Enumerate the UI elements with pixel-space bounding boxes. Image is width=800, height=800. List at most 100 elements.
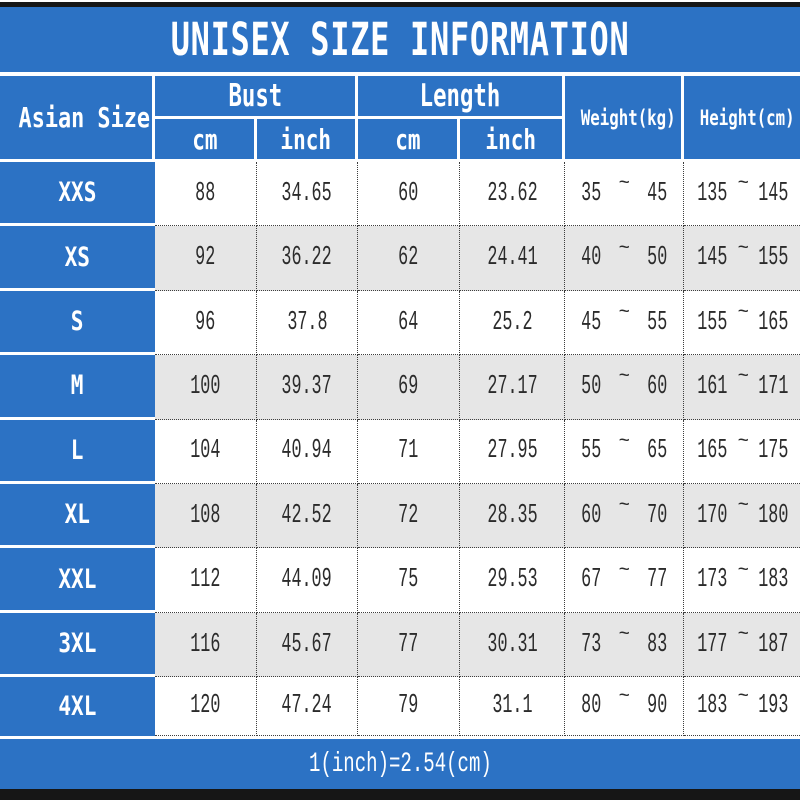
size-label-cell: M <box>0 355 155 420</box>
tilde-separator: ~ <box>737 685 749 709</box>
length-cm-cell: 72 <box>358 484 460 549</box>
length-cm-cell: 60 <box>358 162 460 227</box>
tilde-separator: ~ <box>737 495 749 519</box>
table-row-xxs: XXS 88 34.65 60 23.62 35 ~45 135 ~145 <box>0 162 800 227</box>
height-range-cell: 170 ~180 <box>684 484 800 549</box>
tilde-separator: ~ <box>618 430 630 454</box>
weight-header: Weight(kg) <box>565 76 685 162</box>
size-label-cell: XS <box>0 226 155 291</box>
height-range-cell: 165 ~175 <box>684 419 800 485</box>
size-table: Asian Size Bust Length Weight(kg) Height… <box>0 76 800 736</box>
bust-inch-cell: 47.24 <box>257 677 358 736</box>
bust-cm-cell: 92 <box>155 226 257 291</box>
height-range-cell: 183 ~193 <box>684 677 800 736</box>
weight-range-cell: 50 ~60 <box>565 355 685 420</box>
bust-inch-cell: 44.09 <box>257 548 358 613</box>
table-row-m: M 100 39.37 69 27.17 50 ~60 161 ~171 <box>0 355 800 420</box>
height-range-cell: 161 ~171 <box>684 355 800 420</box>
size-table-wrap: Asian Size Bust Length Weight(kg) Height… <box>0 76 800 736</box>
tilde-separator: ~ <box>618 366 630 390</box>
size-label-cell: 3XL <box>0 613 155 678</box>
bust-inch-cell: 34.65 <box>257 162 358 227</box>
bust-cm-cell: 108 <box>155 484 257 549</box>
weight-range-cell: 80 ~90 <box>565 677 685 736</box>
table-row-s: S 96 37.8 64 25.2 45 ~55 155 ~165 <box>0 290 800 356</box>
tilde-separator: ~ <box>618 173 630 197</box>
bust-cm-cell: 120 <box>155 677 257 736</box>
bust-cm-cell: 104 <box>155 419 257 485</box>
height-range-cell: 155 ~165 <box>684 290 800 356</box>
top-white-line <box>0 0 800 2</box>
length-inch-cell: 27.17 <box>460 355 566 420</box>
tilde-separator: ~ <box>618 559 630 583</box>
title-band: UNISEX SIZE INFORMATION <box>0 7 800 76</box>
bust-cm-cell: 88 <box>155 162 257 227</box>
tilde-separator: ~ <box>737 237 749 261</box>
conversion-note: 1(inch)=2.54(cm) <box>308 748 492 780</box>
page-title: UNISEX SIZE INFORMATION <box>170 13 630 66</box>
length-cm-cell: 77 <box>358 612 460 678</box>
bust-inch-cell: 42.52 <box>257 484 358 549</box>
height-range-cell: 145 ~155 <box>684 226 800 291</box>
bust-cm-header: cm <box>155 119 257 162</box>
table-row-l: L 104 40.94 71 27.95 55 ~65 165 ~175 <box>0 419 800 485</box>
bottom-black-bar <box>0 789 800 800</box>
conversion-note-band: 1(inch)=2.54(cm) <box>0 736 800 789</box>
size-label-cell: XXL <box>0 548 155 613</box>
size-label-cell: L <box>0 420 155 485</box>
length-inch-cell: 30.31 <box>460 612 566 678</box>
weight-range-cell: 60 ~70 <box>565 484 685 549</box>
top-black-bar <box>0 2 800 7</box>
weight-range-cell: 67 ~77 <box>565 548 685 613</box>
length-inch-cell: 25.2 <box>460 290 566 356</box>
table-row-3xl: 3XL 116 45.67 77 30.31 73 ~83 177 ~187 <box>0 612 800 678</box>
length-cm-cell: 62 <box>358 226 460 291</box>
size-label-cell: XL <box>0 484 155 549</box>
tilde-separator: ~ <box>737 559 749 583</box>
height-range-cell: 177 ~187 <box>684 612 800 678</box>
tilde-separator: ~ <box>618 624 630 648</box>
height-range-cell: 135 ~145 <box>684 162 800 227</box>
length-inch-cell: 27.95 <box>460 419 566 485</box>
corner-header-label: Asian Size <box>18 101 151 134</box>
table-row-xl: XL 108 42.52 72 28.35 60 ~70 170 ~180 <box>0 484 800 549</box>
length-inch-cell: 29.53 <box>460 548 566 613</box>
bust-cm-cell: 112 <box>155 548 257 613</box>
bust-inch-cell: 45.67 <box>257 612 358 678</box>
tilde-separator: ~ <box>618 685 630 709</box>
size-label-cell: S <box>0 291 155 356</box>
corner-header-asian-size: Asian Size <box>0 76 155 162</box>
length-inch-header: inch <box>460 119 566 162</box>
height-range-cell: 173 ~183 <box>684 548 800 613</box>
header-row-groups: Asian Size Bust Length Weight(kg) Height… <box>0 76 800 162</box>
table-row-xs: XS 92 36.22 62 24.41 40 ~50 145 ~155 <box>0 226 800 291</box>
table-row-xxl: XXL 112 44.09 75 29.53 67 ~77 173 ~183 <box>0 548 800 613</box>
weight-range-cell: 35 ~45 <box>565 162 685 227</box>
length-cm-cell: 69 <box>358 355 460 420</box>
length-cm-cell: 64 <box>358 290 460 356</box>
bust-group-header: Bust <box>155 76 358 119</box>
length-cm-cell: 79 <box>358 677 460 736</box>
bust-cm-cell: 100 <box>155 355 257 420</box>
size-label-cell: XXS <box>0 162 155 227</box>
height-header: Height(cm) <box>684 76 800 162</box>
weight-range-cell: 45 ~55 <box>565 290 685 356</box>
length-inch-cell: 31.1 <box>460 677 566 736</box>
tilde-separator: ~ <box>737 366 749 390</box>
bust-group-label: Bust <box>228 78 282 114</box>
weight-range-cell: 73 ~83 <box>565 612 685 678</box>
tilde-separator: ~ <box>618 495 630 519</box>
length-inch-cell: 24.41 <box>460 226 566 291</box>
tilde-separator: ~ <box>737 430 749 454</box>
size-label-cell: 4XL <box>58 691 97 723</box>
length-cm-cell: 71 <box>358 419 460 485</box>
tilde-separator: ~ <box>737 624 749 648</box>
bust-cm-cell: 96 <box>155 290 257 356</box>
length-inch-cell: 23.62 <box>460 162 566 227</box>
header-row-units: cm inch cm inch <box>0 119 800 162</box>
tilde-separator: ~ <box>618 237 630 261</box>
weight-range-cell: 55 ~65 <box>565 419 685 485</box>
height-header-label: Height(cm) <box>699 105 795 130</box>
tilde-separator: ~ <box>737 173 749 197</box>
